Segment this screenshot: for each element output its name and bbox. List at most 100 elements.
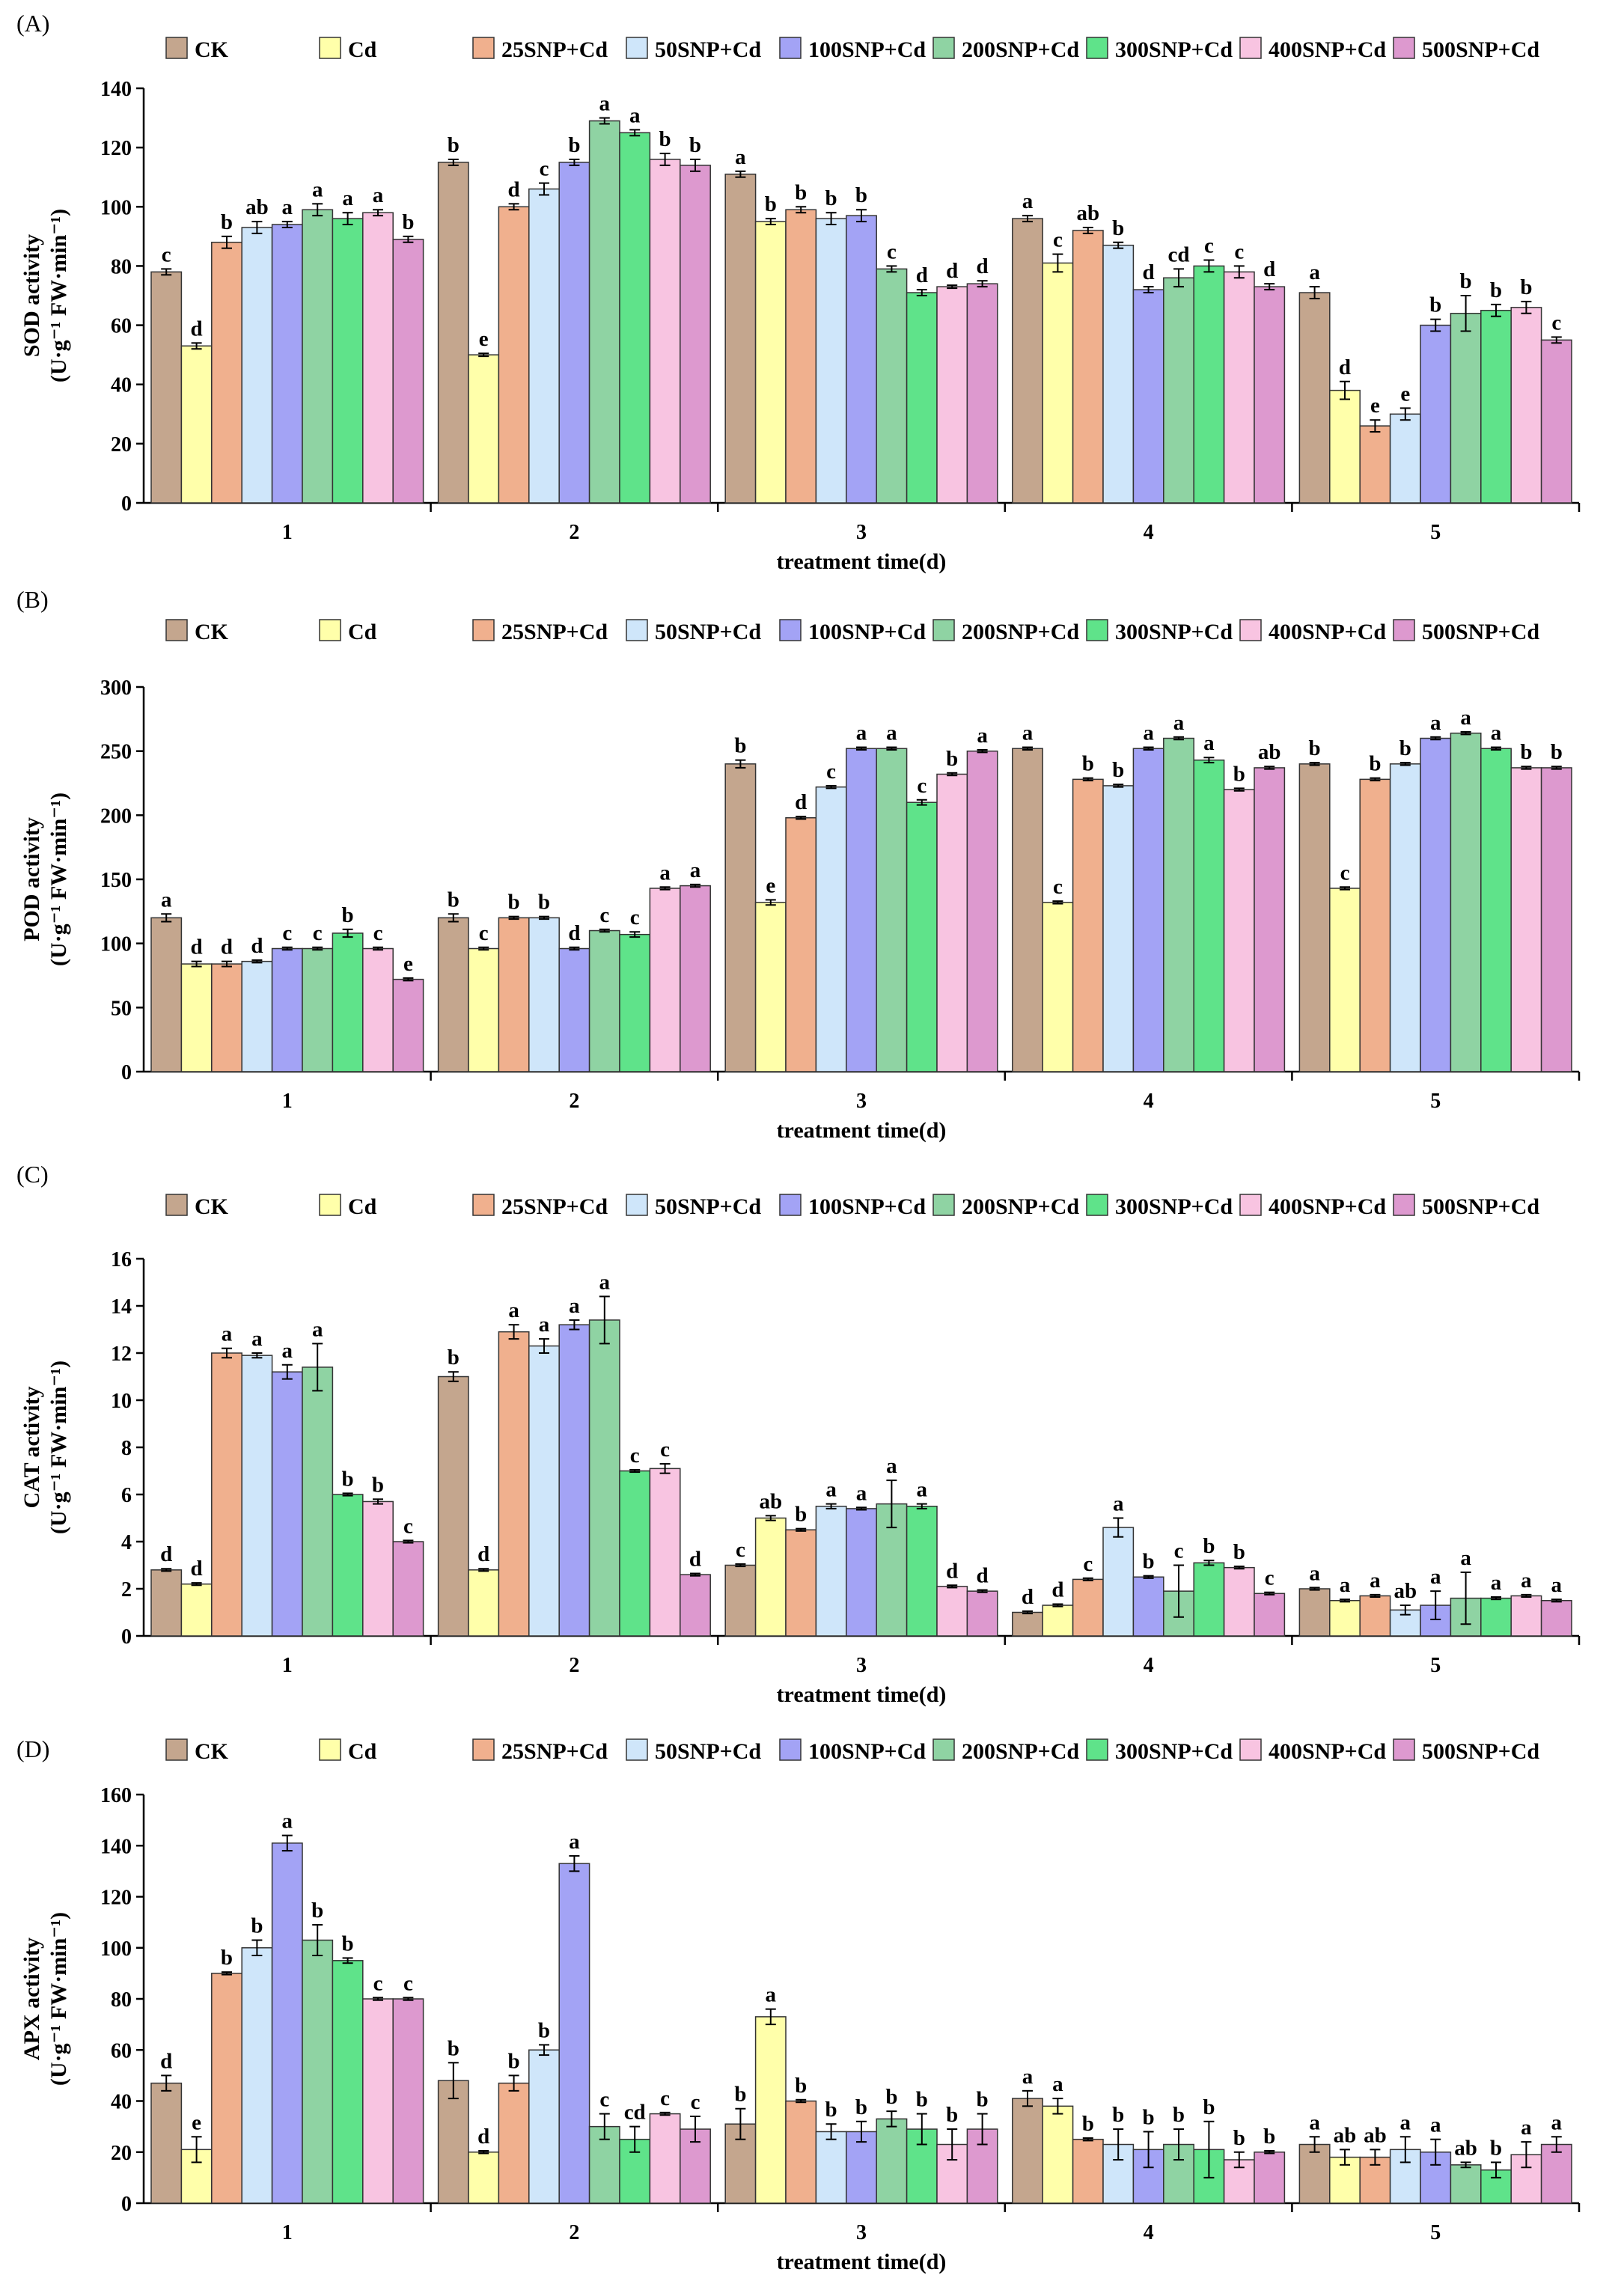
bar <box>241 227 273 504</box>
bar <box>906 801 938 1072</box>
significance-label: a <box>539 1313 550 1337</box>
legend-label-300snp-cd: 300SNP+Cd <box>1115 1194 1233 1219</box>
legend-label-100snp-cd: 100SNP+Cd <box>808 1739 926 1764</box>
significance-label: a <box>569 1294 580 1318</box>
bar <box>271 947 303 1072</box>
legend: CK Cd 25SNP+Cd 50SNP+Cd 100SNP+Cd 200SNP+Cd 30… <box>165 37 1539 62</box>
bar <box>302 1367 334 1637</box>
legend-label-25snp-cd: 25SNP+Cd <box>501 1194 608 1219</box>
legend-label-200snp-cd: 200SNP+Cd <box>962 1194 1079 1219</box>
significance-label: a <box>825 1478 837 1502</box>
significance-label: b <box>538 891 550 915</box>
bar <box>1254 2152 1286 2204</box>
significance-label: c <box>540 157 549 181</box>
bar <box>876 748 908 1072</box>
legend-label-400snp-cd: 400SNP+Cd <box>1269 1194 1386 1219</box>
bar <box>1163 737 1194 1072</box>
significance-label: d <box>477 1542 489 1566</box>
bar <box>1420 324 1452 504</box>
bar <box>1420 737 1452 1072</box>
significance-label: a <box>690 858 701 882</box>
bar <box>498 2082 530 2204</box>
legend-swatch-200snp-cd <box>932 1194 955 1216</box>
bar <box>1012 748 1043 1072</box>
y-tick-label: 0 <box>121 1061 132 1084</box>
significance-label: c <box>1174 1539 1184 1563</box>
y-tick-label: 20 <box>111 433 132 457</box>
legend-label-400snp-cd: 400SNP+Cd <box>1269 37 1386 62</box>
bar <box>846 748 877 1072</box>
bar <box>211 242 242 504</box>
legend-swatch-ck <box>165 1738 188 1761</box>
bar <box>241 1947 273 2204</box>
y-tick-label: 200 <box>100 804 132 828</box>
significance-label: b <box>825 186 837 210</box>
significance-label: c <box>691 2090 700 2114</box>
significance-label: b <box>825 2098 837 2122</box>
x-tick-label: 1 <box>282 2221 293 2244</box>
bar <box>392 978 424 1072</box>
significance-label: b <box>448 133 460 157</box>
y-tick-label: 150 <box>100 869 132 892</box>
bar <box>1254 1593 1286 1637</box>
significance-label: a <box>312 1317 323 1341</box>
legend-label-500snp-cd: 500SNP+Cd <box>1422 1194 1539 1219</box>
significance-label: b <box>1490 2136 1502 2160</box>
bar <box>1102 785 1135 1072</box>
bar <box>180 963 213 1072</box>
x-tick-label: 3 <box>856 521 867 544</box>
bar <box>468 354 500 504</box>
significance-label: a <box>1430 1565 1441 1589</box>
bar <box>649 888 681 1072</box>
bar <box>1132 748 1164 1072</box>
legend-label-500snp-cd: 500SNP+Cd <box>1422 1739 1539 1764</box>
significance-label: b <box>1112 2103 1124 2127</box>
significance-label: c <box>1265 1566 1275 1590</box>
significance-label: d <box>191 935 203 959</box>
significance-label: a <box>599 92 611 116</box>
significance-label: b <box>1460 269 1472 293</box>
x-tick-label: 1 <box>282 1090 293 1113</box>
bar <box>392 1541 424 1637</box>
legend-label-ck: CK <box>195 1739 229 1764</box>
significance-label: c <box>373 1971 383 1995</box>
bar <box>966 750 998 1072</box>
bar <box>1102 1527 1135 1637</box>
y-axis-unit: (U·g⁻¹ FW·min⁻¹) <box>46 209 71 382</box>
bar <box>1329 888 1361 1072</box>
legend-swatch-400snp-cd <box>1239 619 1262 641</box>
bar <box>468 947 500 1072</box>
y-axis-unit: (U·g⁻¹ FW·min⁻¹) <box>46 793 71 966</box>
bar <box>150 1569 183 1637</box>
bar <box>966 1590 998 1637</box>
y-tick-label: 300 <box>100 677 132 700</box>
bar <box>437 1375 469 1637</box>
legend-swatch-200snp-cd <box>932 1738 955 1761</box>
bar <box>1254 767 1286 1072</box>
significance-label: b <box>734 734 746 758</box>
bar <box>1012 218 1043 504</box>
y-tick-label: 140 <box>100 78 132 101</box>
significance-label: b <box>977 2088 989 2112</box>
significance-label: c <box>736 1538 745 1562</box>
bar <box>936 773 968 1072</box>
significance-label: b <box>1520 740 1532 764</box>
bar <box>1042 1604 1074 1637</box>
bar <box>150 271 183 504</box>
bar <box>150 2082 183 2204</box>
bar <box>1359 425 1391 504</box>
significance-label: b <box>689 133 701 157</box>
bar <box>588 120 620 504</box>
significance-label: b <box>402 210 414 234</box>
bar <box>1072 230 1104 504</box>
bar <box>332 218 364 504</box>
significance-label: d <box>1051 1578 1063 1601</box>
bar <box>528 188 560 504</box>
legend-swatch-500snp-cd <box>1393 1738 1415 1761</box>
x-axis-title: treatment time(d) <box>777 1118 947 1143</box>
legend-label-300snp-cd: 300SNP+Cd <box>1115 1739 1233 1764</box>
bar <box>785 1529 817 1637</box>
bar <box>906 1506 938 1637</box>
x-tick-label: 3 <box>856 1090 867 1113</box>
